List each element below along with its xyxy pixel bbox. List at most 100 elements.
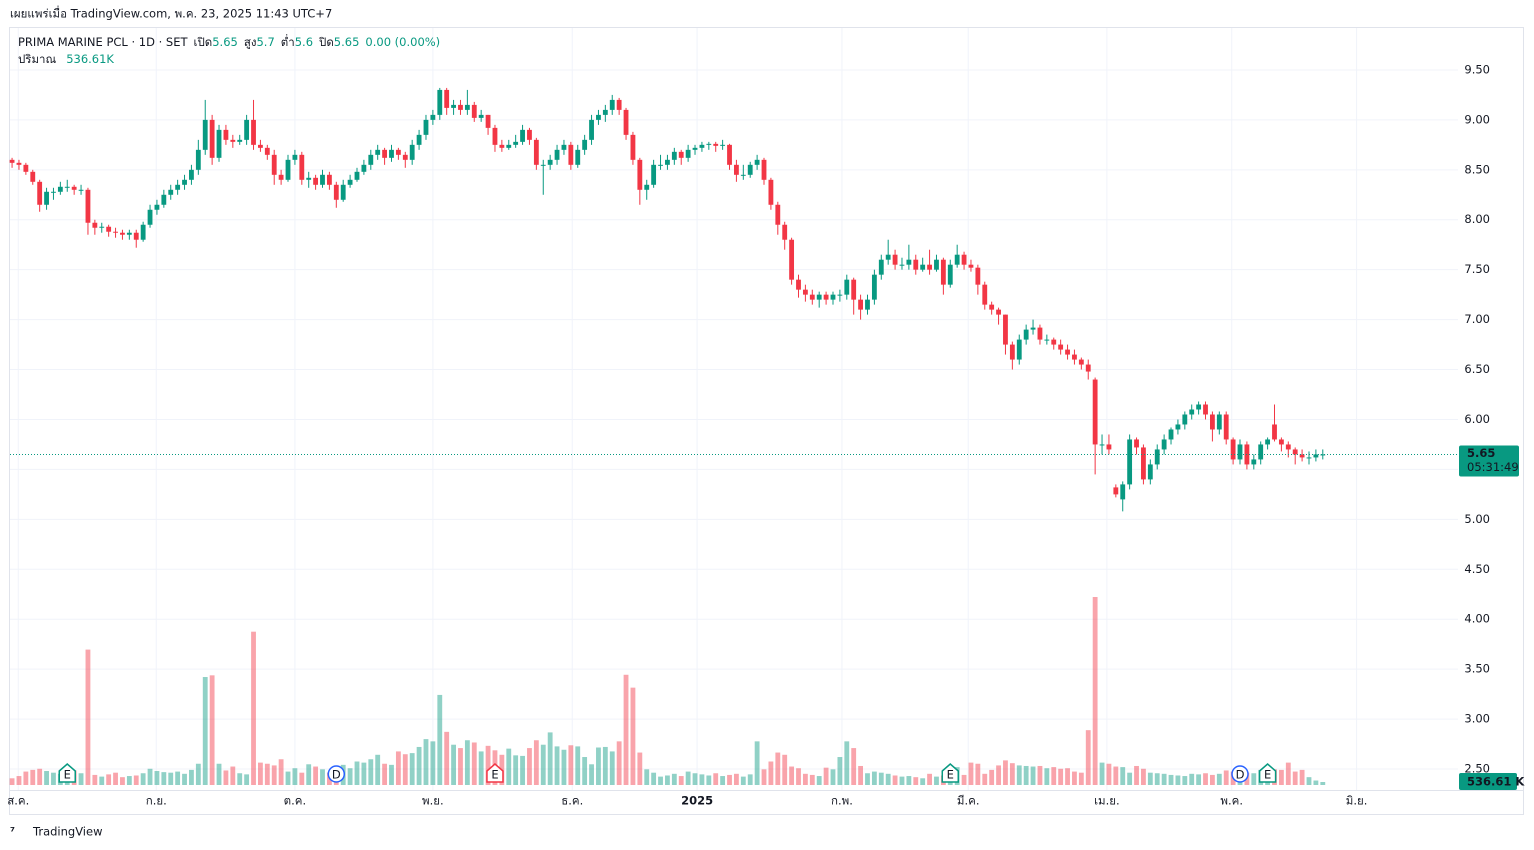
candle-body — [499, 144, 505, 148]
event-marker: E — [486, 763, 504, 783]
volume-bar — [789, 766, 795, 785]
candle-body — [651, 164, 657, 185]
candle-body — [1085, 364, 1091, 372]
published-line: เผยแพร่เมื่อ TradingView.com, พ.ค. 23, 2… — [10, 6, 332, 21]
candle-body — [430, 114, 436, 120]
candle-body — [1092, 379, 1098, 445]
candle-body — [871, 274, 877, 300]
x-tick-label: เม.ย. — [1094, 794, 1120, 808]
candle-body — [402, 154, 408, 160]
volume-bar — [1313, 780, 1319, 785]
y-tick-label: 2.50 — [1464, 762, 1490, 776]
volume-bar — [313, 766, 319, 785]
event-shape — [486, 763, 504, 783]
volume-bar — [927, 773, 932, 785]
candle-body — [16, 162, 22, 165]
volume-bar — [1092, 597, 1098, 785]
volume-bar — [582, 757, 588, 785]
volume-bar — [706, 775, 712, 785]
axes: 2.503.003.504.004.505.005.506.006.507.00… — [7, 62, 1525, 807]
candle-body — [1023, 329, 1029, 340]
y-tick-label: 4.50 — [1464, 562, 1490, 576]
candle-body — [99, 226, 105, 228]
volume-bar — [1209, 774, 1215, 785]
candle-body — [740, 174, 746, 176]
volume-bar — [699, 774, 705, 785]
volume-bar — [989, 769, 995, 785]
volume-axis-box — [1459, 772, 1517, 790]
volume-bar — [216, 763, 222, 785]
candle-body — [375, 149, 381, 155]
volume-bar — [796, 768, 801, 785]
volume-bar — [78, 773, 84, 785]
volume-bar — [430, 741, 436, 785]
event-shape — [58, 763, 77, 783]
close-value: 5.65 — [334, 35, 360, 49]
candle-body — [437, 89, 443, 115]
volume-bar — [844, 741, 850, 785]
candle-body — [644, 184, 650, 190]
volume-axis-label: 536.61 K — [1467, 774, 1525, 788]
volume-bar — [451, 744, 456, 785]
candle-body — [478, 114, 484, 118]
volume-bar — [692, 773, 698, 785]
x-tick-label: มิ.ย. — [1346, 794, 1368, 808]
volume-bar — [175, 771, 181, 785]
high-label: สูง — [244, 35, 257, 49]
candle-body — [782, 224, 788, 240]
volume-bar — [437, 694, 443, 785]
candle-body — [292, 154, 298, 160]
volume-bar — [761, 769, 767, 785]
candle-body — [533, 139, 539, 165]
candle-body — [989, 304, 995, 310]
candle-body — [451, 104, 456, 108]
volume-bar — [651, 772, 657, 785]
volume-bar — [347, 768, 353, 785]
candle-body — [492, 127, 498, 145]
candle-body — [1313, 454, 1319, 458]
candle-body — [1306, 457, 1312, 459]
candle-body — [685, 149, 691, 158]
volume-bar — [458, 748, 463, 785]
candle-body — [1141, 447, 1146, 480]
volume-bar — [402, 754, 408, 785]
candle-body — [195, 149, 201, 170]
candle-body — [209, 119, 215, 158]
volume-bar — [278, 759, 284, 785]
volume-bar — [113, 772, 118, 785]
candle-body — [885, 254, 891, 260]
y-tick-label: 9.00 — [1464, 112, 1490, 126]
candle-body — [968, 264, 974, 268]
event-shape — [327, 765, 346, 783]
volume-bar — [154, 771, 160, 785]
volume-bar — [734, 773, 739, 785]
volume-bar — [609, 751, 615, 785]
candle-body — [940, 259, 946, 285]
candle-body — [444, 89, 450, 108]
candle-body — [878, 259, 884, 275]
candle-body — [1265, 439, 1271, 445]
event-label: D — [1236, 768, 1245, 782]
open-label: เปิด — [194, 35, 213, 49]
candle-body — [64, 186, 70, 188]
volume-bar — [120, 777, 125, 785]
volume-bar — [464, 740, 470, 785]
candle-body — [671, 151, 677, 160]
candle-body — [1147, 464, 1153, 480]
countdown: 05:31:49 — [1467, 460, 1519, 474]
volume-bar — [602, 746, 608, 785]
candle-body — [934, 259, 939, 270]
volume-bar — [361, 762, 367, 785]
y-tick-label: 7.00 — [1464, 312, 1490, 326]
volume-bar — [1196, 774, 1202, 785]
candle-body — [1175, 424, 1181, 430]
volume-bar — [1161, 773, 1167, 785]
high-value: 5.7 — [256, 35, 274, 49]
candle-body — [347, 179, 353, 185]
volume-bar — [968, 762, 974, 785]
volume-bar — [637, 752, 643, 785]
volume-bar — [830, 769, 836, 785]
event-marker: D — [327, 765, 346, 783]
candle-body — [1285, 444, 1291, 450]
candle-body — [554, 149, 560, 160]
